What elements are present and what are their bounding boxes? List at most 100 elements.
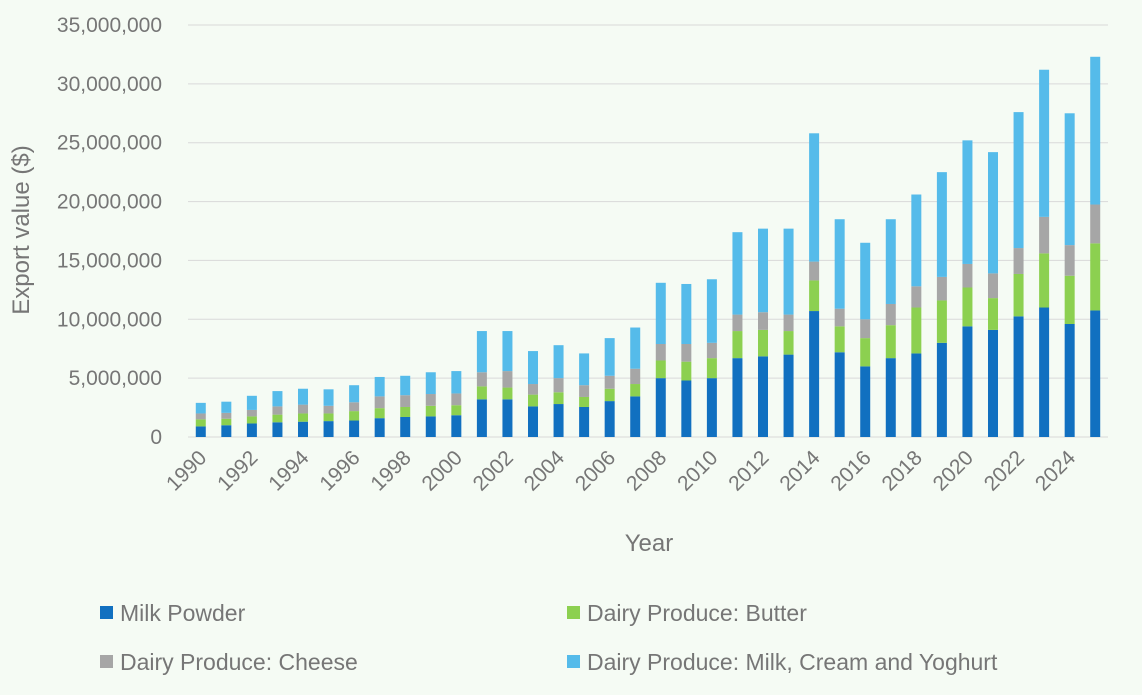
bar-segment-2023-s3	[1039, 69, 1050, 217]
bar-segment-1992-s3	[246, 395, 257, 410]
bar-segment-2013-s1	[783, 331, 794, 355]
bar-segment-2011-s3	[732, 232, 743, 315]
bar-segment-2002-s1	[502, 387, 513, 400]
bar-segment-1994-s0	[298, 421, 308, 437]
legend-label: Dairy Produce: Milk, Cream and Yoghurt	[587, 649, 998, 675]
bar-segment-2013-s0	[783, 354, 794, 437]
bar-segment-2014-s2	[809, 261, 820, 281]
bar-segment-1990-s0	[195, 426, 206, 437]
bar-segment-2021-s0	[988, 329, 998, 437]
bar-segment-2010-s1	[706, 358, 717, 379]
bar-segment-1995-s0	[323, 421, 334, 437]
bar-segment-2010-s2	[706, 342, 717, 359]
bar-segment-2023-s2	[1039, 216, 1050, 254]
x-tick-label: 2020	[929, 446, 978, 495]
bar-segment-1992-s1	[246, 416, 257, 424]
bar-segment-2019-s0	[936, 342, 947, 437]
bar-segment-1996-s3	[349, 385, 360, 403]
bar-segment-2015-s2	[834, 308, 845, 327]
bar-segment-1997-s1	[374, 408, 385, 419]
bar-segment-1991-s2	[221, 412, 232, 419]
bar-segment-2017-s1	[885, 325, 896, 359]
bar-segment-2007-s0	[630, 396, 641, 437]
bar-segment-2011-s2	[732, 314, 743, 332]
bar-segment-2018-s3	[911, 194, 922, 287]
bar-segment-2013-s2	[783, 314, 794, 332]
bars	[195, 56, 1101, 437]
bar-segment-2012-s2	[758, 312, 768, 330]
bar-segment-1992-s2	[246, 409, 257, 417]
bar-segment-2001-s3	[476, 331, 487, 373]
y-tick-label: 10,000,000	[57, 308, 162, 331]
bar-segment-2024-s2	[1064, 245, 1075, 276]
bar-segment-2006-s0	[604, 401, 615, 437]
bar-segment-2021-s3	[988, 152, 998, 274]
bar-segment-2020-s2	[962, 263, 973, 288]
x-tick-label: 1998	[366, 446, 415, 495]
x-tick-label: 2012	[724, 446, 773, 495]
bar-segment-2008-s3	[655, 282, 666, 345]
x-tick-label: 2024	[1031, 446, 1081, 496]
bar-segment-1999-s0	[425, 416, 436, 437]
bar-segment-2013-s3	[783, 228, 794, 315]
bar-segment-2025-s0	[1090, 310, 1101, 437]
bar-segment-1996-s1	[349, 411, 360, 421]
bar-segment-2000-s1	[451, 405, 462, 416]
bar-segment-1990-s3	[195, 402, 206, 414]
bar-segment-2005-s2	[579, 385, 590, 397]
bar-segment-1993-s1	[272, 414, 283, 423]
bar-segment-2012-s1	[758, 329, 768, 357]
bar-segment-2016-s1	[860, 338, 871, 367]
x-tick-label: 1996	[315, 446, 364, 495]
bar-segment-1999-s2	[425, 394, 436, 406]
x-tick-label: 2002	[469, 446, 518, 495]
gridlines	[188, 24, 1108, 438]
bar-segment-1998-s3	[400, 375, 411, 396]
bar-segment-1991-s3	[221, 401, 232, 413]
bar-segment-1990-s2	[195, 413, 206, 420]
bar-segment-2019-s3	[936, 172, 947, 277]
bar-segment-2024-s1	[1064, 275, 1075, 324]
bar-segment-2020-s3	[962, 140, 973, 264]
bar-segment-2000-s2	[451, 393, 462, 406]
bar-segment-1992-s0	[246, 423, 257, 437]
bar-segment-1997-s0	[374, 418, 385, 437]
bar-segment-2006-s1	[604, 388, 615, 402]
bar-segment-2007-s3	[630, 327, 641, 369]
y-tick-label: 25,000,000	[57, 132, 162, 155]
bar-segment-1996-s2	[349, 402, 360, 412]
y-tick-label: 15,000,000	[57, 249, 162, 272]
bar-segment-1993-s0	[272, 422, 283, 437]
bar-segment-1993-s2	[272, 406, 283, 415]
bar-segment-2003-s1	[528, 394, 538, 407]
y-tick-label: 5,000,000	[69, 367, 162, 390]
y-tick-label: 20,000,000	[57, 191, 162, 214]
bar-segment-2023-s1	[1039, 253, 1050, 308]
bar-segment-2014-s3	[809, 133, 820, 262]
x-tick-label: 2006	[571, 446, 620, 495]
bar-segment-2005-s1	[579, 396, 590, 407]
bar-segment-2004-s3	[553, 345, 564, 379]
bar-segment-2017-s2	[885, 303, 896, 326]
x-tick-label: 2000	[418, 446, 467, 495]
bar-segment-2009-s1	[681, 361, 692, 381]
bar-segment-2003-s2	[528, 384, 538, 395]
bar-segment-2008-s1	[655, 360, 666, 379]
legend-label: Milk Powder	[120, 600, 246, 626]
x-tick-label: 1994	[264, 446, 314, 496]
bar-segment-2002-s2	[502, 371, 513, 388]
bar-segment-2008-s0	[655, 378, 666, 437]
x-tick-label: 2010	[673, 446, 722, 495]
bar-segment-2023-s0	[1039, 307, 1050, 437]
bar-segment-2021-s2	[988, 273, 998, 299]
bar-segment-2007-s2	[630, 368, 641, 385]
bar-segment-2012-s0	[758, 356, 768, 437]
bar-segment-1998-s0	[400, 416, 411, 437]
bar-segment-2007-s1	[630, 384, 641, 397]
x-tick-label: 2022	[980, 446, 1029, 495]
bar-segment-2025-s3	[1090, 56, 1101, 205]
bar-segment-2002-s0	[502, 399, 513, 437]
x-tick-label: 2018	[878, 446, 927, 495]
bar-segment-2016-s0	[860, 366, 871, 437]
